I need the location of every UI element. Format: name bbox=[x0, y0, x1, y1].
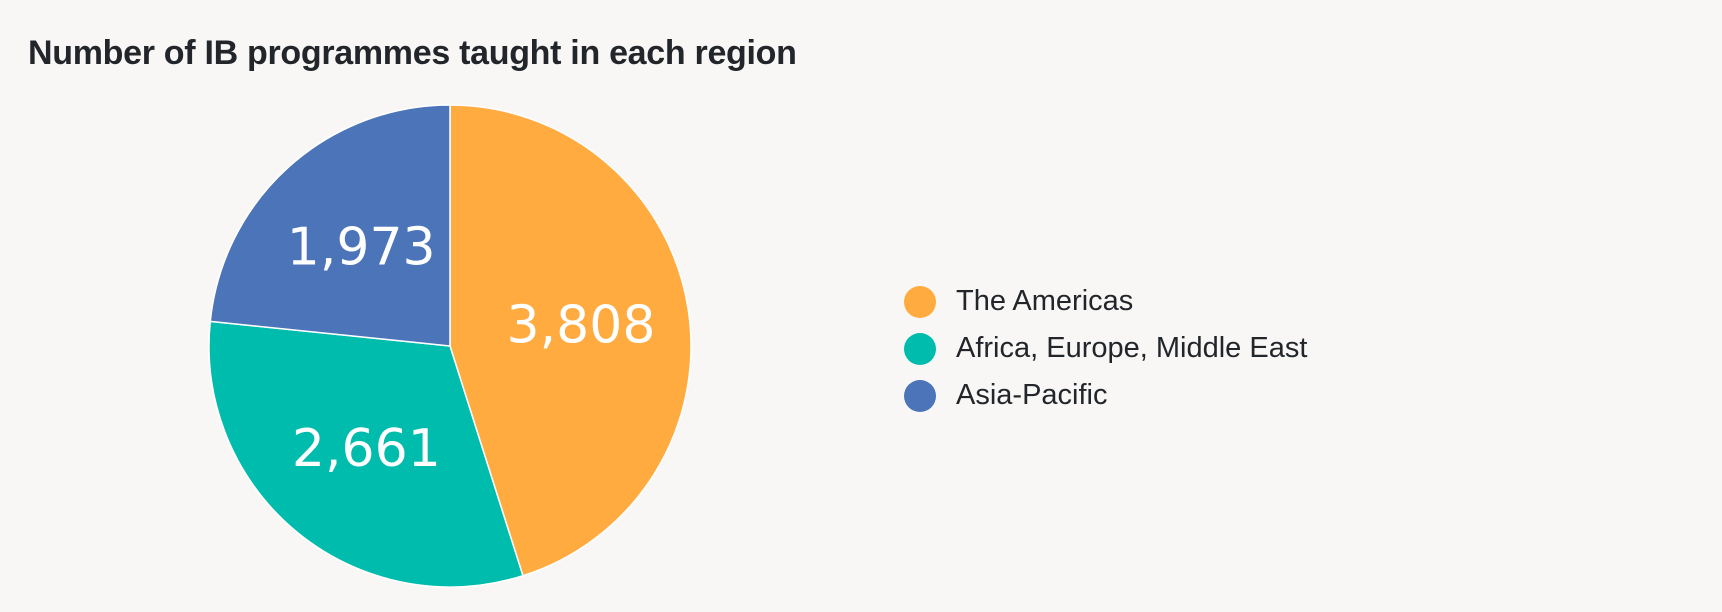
legend-swatch bbox=[904, 332, 936, 365]
legend-swatch bbox=[904, 285, 936, 318]
legend-item-africa-europe-middle-east: Africa, Europe, Middle East bbox=[904, 325, 1307, 372]
pie-slices bbox=[208, 104, 692, 588]
pie-slice-value-label: 1,973 bbox=[287, 218, 436, 278]
legend-label: Asia-Pacific bbox=[956, 379, 1108, 411]
pie-slice-value-label: 2,661 bbox=[292, 419, 441, 479]
legend-swatch bbox=[904, 379, 936, 412]
pie-slice-value-label: 3,808 bbox=[507, 296, 656, 356]
chart-title: Number of IB programmes taught in each r… bbox=[28, 34, 797, 72]
pie-slice-africa-europe-middle-east bbox=[208, 320, 524, 588]
legend-item-the-americas: The Americas bbox=[904, 278, 1307, 325]
pie-slice-asia-pacific bbox=[209, 104, 451, 347]
legend: The Americas Africa, Europe, Middle East… bbox=[904, 278, 1307, 419]
pie-slice-the-americas bbox=[449, 104, 692, 577]
pie-slice-labels: 3,808 2,661 1,973 bbox=[287, 218, 656, 479]
legend-label: Africa, Europe, Middle East bbox=[956, 332, 1308, 364]
legend-item-asia-pacific: Asia-Pacific bbox=[904, 372, 1307, 419]
legend-label: The Americas bbox=[956, 285, 1134, 317]
